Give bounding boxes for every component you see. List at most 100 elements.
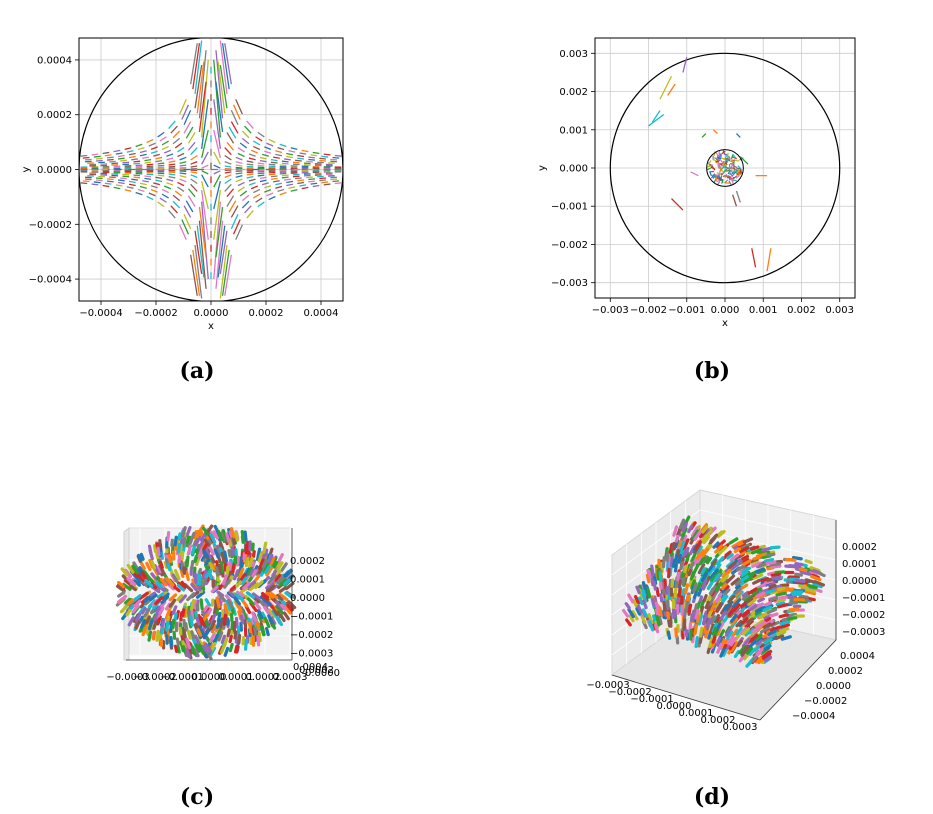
trajectory-point xyxy=(679,595,684,605)
trajectory-segment xyxy=(239,142,248,149)
trajectory-point xyxy=(689,628,693,641)
trajectory-point xyxy=(256,547,262,558)
trajectory-segment xyxy=(155,156,163,160)
trajectory-point xyxy=(204,650,213,661)
trajectory-point xyxy=(804,590,817,596)
trajectory-segment xyxy=(715,159,720,163)
trajectory-point xyxy=(231,562,236,574)
trajectory-segment xyxy=(230,121,239,134)
trajectory-segment xyxy=(198,50,207,119)
trajectory-point xyxy=(675,635,680,645)
trajectory-point xyxy=(165,620,170,632)
trajectory-segment xyxy=(235,161,243,164)
trajectory-point xyxy=(774,634,785,641)
trajectory-point xyxy=(178,626,183,636)
trajectory-point xyxy=(195,603,200,612)
trajectory-point xyxy=(265,584,276,593)
trajectory-segment xyxy=(273,180,280,183)
trajectory-segment xyxy=(155,179,163,183)
trajectory-point xyxy=(164,608,172,620)
trajectory-segment xyxy=(131,178,138,181)
trajectory-segment xyxy=(124,188,132,192)
trajectory-segment xyxy=(246,175,254,179)
trajectory-point xyxy=(681,522,688,533)
trajectory-point xyxy=(747,627,755,635)
trajectory-point xyxy=(704,630,709,639)
trajectory-point xyxy=(210,613,217,624)
trajectory-point xyxy=(677,539,683,549)
trajectory-segment xyxy=(312,151,320,155)
trajectory-point xyxy=(149,593,158,602)
trajectory-point xyxy=(199,616,206,628)
trajectory-point xyxy=(181,608,186,618)
trajectory-segment xyxy=(194,40,203,95)
trajectory-segment xyxy=(215,206,224,258)
trajectory-segment xyxy=(84,158,92,161)
trajectory-point xyxy=(720,569,727,578)
trajectory-segment xyxy=(297,154,305,158)
trajectory-point xyxy=(701,528,710,539)
trajectory-segment xyxy=(201,180,209,210)
trajectory-point xyxy=(754,605,765,613)
trajectory-segment xyxy=(319,179,327,182)
trajectory-point xyxy=(234,531,239,542)
trajectory-point xyxy=(151,630,157,641)
trajectory-segment xyxy=(155,176,163,180)
trajectory-point xyxy=(129,584,137,592)
trajectory-point xyxy=(267,574,277,585)
trajectory-point xyxy=(666,630,672,640)
x-tick-label: 0.0000 xyxy=(192,672,227,683)
trajectory-point xyxy=(695,551,702,560)
trajectory-point xyxy=(736,564,746,572)
trajectory-point xyxy=(117,590,126,598)
trajectory-segment xyxy=(113,149,121,153)
axes-frame xyxy=(594,37,856,299)
trajectory-segment xyxy=(266,142,274,147)
trajectory-segment xyxy=(266,192,274,197)
trajectory-segment xyxy=(196,61,205,114)
trajectory-point xyxy=(694,563,700,572)
trajectory-segment xyxy=(261,153,269,157)
trajectory-point xyxy=(770,564,782,569)
trajectory-segment xyxy=(230,109,239,126)
trajectory-segment xyxy=(95,157,103,160)
trajectory-segment xyxy=(161,145,169,151)
trajectory-point xyxy=(753,643,763,652)
trajectory-point xyxy=(681,577,686,586)
trajectory-point xyxy=(812,587,823,594)
trajectory-point xyxy=(212,633,220,644)
trajectory-segment xyxy=(732,175,738,180)
x-axis-label: x xyxy=(208,321,214,332)
trajectory-segment xyxy=(179,161,187,164)
trajectory-point xyxy=(635,607,642,616)
trajectory-point xyxy=(689,545,696,556)
trajectory-segment xyxy=(257,164,265,167)
trajectory-segment xyxy=(177,186,185,192)
trajectory-point xyxy=(235,580,243,588)
trajectory-segment xyxy=(281,176,289,179)
trajectory-segment xyxy=(716,172,722,176)
trajectory-point xyxy=(740,600,749,609)
trajectory-point xyxy=(202,604,209,613)
trajectory-point xyxy=(715,530,724,538)
trajectory-point xyxy=(238,567,245,579)
trajectory-point xyxy=(752,573,764,580)
z-tick-label: 0.0001 xyxy=(290,575,325,586)
trajectory-point xyxy=(171,573,179,583)
trajectory-point xyxy=(804,559,813,565)
trajectory-segment xyxy=(706,167,712,171)
trajectory-point xyxy=(755,647,765,656)
trajectory-segment xyxy=(720,157,726,160)
trajectory-point xyxy=(204,598,212,607)
trajectory-segment xyxy=(273,156,280,159)
outer-circle xyxy=(609,52,841,284)
trajectory-point xyxy=(766,552,776,557)
trajectory-point xyxy=(685,552,691,562)
trajectory-segment xyxy=(308,158,316,161)
trajectory-point xyxy=(775,591,787,597)
x-tick-label: 0.0003 xyxy=(273,672,308,683)
escaped-trajectory xyxy=(667,83,676,96)
trajectory-point xyxy=(682,538,690,549)
trajectory-segment xyxy=(120,177,127,180)
trajectory-segment xyxy=(80,182,88,185)
